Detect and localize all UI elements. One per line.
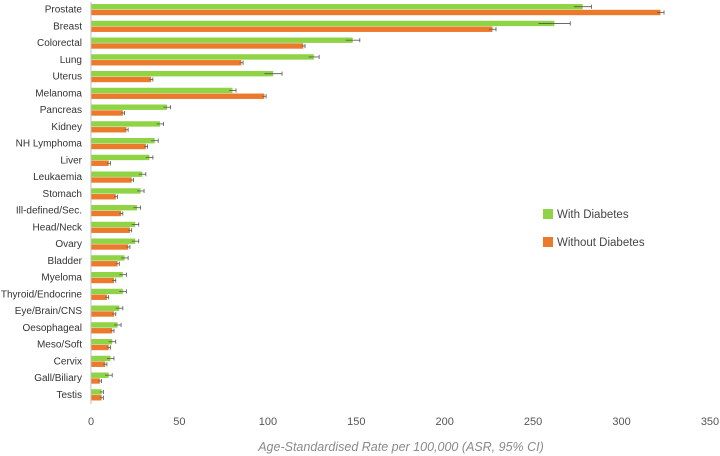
category-label-myeloma: Myeloma bbox=[41, 273, 82, 284]
x-tick-label-250: 250 bbox=[524, 416, 542, 428]
category-label-ovary: Ovary bbox=[55, 239, 82, 250]
category-label-uterus: Uterus bbox=[53, 72, 82, 83]
category-label-liver: Liver bbox=[60, 155, 82, 166]
bar-with-diabetes-head-neck bbox=[91, 221, 136, 228]
category-label-thyroid-endocrine: Thyroid/Endocrine bbox=[1, 289, 83, 300]
bar-without-diabetes-oesophageal bbox=[91, 328, 113, 334]
bar-with-diabetes-leukaemia bbox=[91, 171, 143, 177]
bar-with-diabetes-pancreas bbox=[91, 104, 168, 110]
x-tick-label-100: 100 bbox=[259, 416, 277, 428]
bar-without-diabetes-cervix bbox=[91, 361, 106, 367]
category-label-breast: Breast bbox=[53, 21, 82, 32]
bar-with-diabetes-kidney bbox=[91, 121, 160, 127]
bar-without-diabetes-pancreas bbox=[91, 110, 123, 116]
category-label-oesophageal: Oesophageal bbox=[23, 323, 83, 334]
category-label-gall-biliary: Gall/Biliary bbox=[34, 373, 82, 384]
bar-with-diabetes-thyroid-endocrine bbox=[91, 288, 123, 295]
bar-with-diabetes-ill-defined-sec bbox=[91, 205, 137, 211]
bars-group bbox=[91, 4, 665, 401]
bar-with-diabetes-melanoma bbox=[91, 87, 233, 94]
bar-with-diabetes-prostate bbox=[91, 4, 583, 10]
bar-with-diabetes-ovary bbox=[91, 238, 136, 244]
bar-without-diabetes-gall-biliary bbox=[91, 378, 100, 384]
bar-with-diabetes-lung bbox=[91, 54, 314, 60]
bar-without-diabetes-testis bbox=[91, 395, 102, 401]
bar-without-diabetes-leukaemia bbox=[91, 177, 132, 183]
bar-with-diabetes-eye-brain-cns bbox=[91, 305, 120, 311]
bar-without-diabetes-melanoma bbox=[91, 93, 265, 99]
bar-without-diabetes-bladder bbox=[91, 261, 118, 267]
bar-with-diabetes-uterus bbox=[91, 71, 274, 77]
bar-without-diabetes-liver bbox=[91, 160, 109, 166]
x-axis-label: Age-Standardised Rate per 100,000 (ASR, … bbox=[257, 440, 544, 454]
legend-label-without-diabetes: Without Diabetes bbox=[557, 237, 645, 249]
legend-swatch-without-diabetes bbox=[543, 237, 553, 247]
bar-without-diabetes-nh-lymphoma bbox=[91, 143, 146, 150]
bar-without-diabetes-colorectal bbox=[91, 43, 304, 49]
category-label-stomach: Stomach bbox=[43, 189, 82, 200]
category-label-colorectal: Colorectal bbox=[37, 38, 82, 49]
x-tick-labels: 0 50 100 150 200 250 300 350 bbox=[88, 416, 719, 428]
x-tick-label-200: 200 bbox=[436, 416, 454, 428]
category-label-lung: Lung bbox=[60, 55, 82, 66]
bar-with-diabetes-oesophageal bbox=[91, 322, 118, 328]
bar-with-diabetes-myeloma bbox=[91, 272, 123, 278]
bar-without-diabetes-thyroid-endocrine bbox=[91, 294, 107, 300]
category-label-eye-brain-cns: Eye/Brain/CNS bbox=[15, 306, 83, 317]
legend-label-with-diabetes: With Diabetes bbox=[557, 209, 629, 221]
x-tick-label-0: 0 bbox=[88, 416, 94, 428]
bar-without-diabetes-head-neck bbox=[91, 227, 130, 233]
category-label-leukaemia: Leukaemia bbox=[33, 172, 82, 183]
bar-with-diabetes-gall-biliary bbox=[91, 372, 109, 378]
bar-without-diabetes-meso-soft bbox=[91, 344, 109, 351]
category-label-nh-lymphoma: NH Lymphoma bbox=[16, 139, 83, 150]
legend: With Diabetes Without Diabetes bbox=[543, 209, 645, 249]
category-label-meso-soft: Meso/Soft bbox=[37, 340, 82, 351]
bar-with-diabetes-liver bbox=[91, 154, 150, 161]
bar-without-diabetes-kidney bbox=[91, 127, 127, 133]
category-labels: Prostate Breast Colorectal Lung Uterus Melano… bbox=[1, 5, 83, 401]
bar-with-diabetes-bladder bbox=[91, 255, 125, 261]
bar-without-diabetes-uterus bbox=[91, 76, 152, 83]
x-tick-label-300: 300 bbox=[612, 416, 630, 428]
category-label-prostate: Prostate bbox=[45, 5, 83, 16]
bar-without-diabetes-prostate bbox=[91, 9, 661, 16]
bar-without-diabetes-stomach bbox=[91, 194, 116, 200]
bar-with-diabetes-testis bbox=[91, 389, 102, 395]
bar-with-diabetes-meso-soft bbox=[91, 339, 113, 345]
bar-without-diabetes-breast bbox=[91, 26, 493, 32]
category-label-melanoma: Melanoma bbox=[35, 88, 82, 99]
bar-without-diabetes-lung bbox=[91, 60, 242, 66]
x-tick-label-50: 50 bbox=[173, 416, 185, 428]
category-label-pancreas: Pancreas bbox=[40, 105, 82, 116]
x-tick-label-150: 150 bbox=[347, 416, 365, 428]
category-label-ill-defined-sec: Ill-defined/Sec. bbox=[16, 206, 82, 217]
bar-with-diabetes-breast bbox=[91, 20, 555, 27]
x-tick-label-350: 350 bbox=[701, 416, 719, 428]
bar-with-diabetes-nh-lymphoma bbox=[91, 138, 155, 144]
category-label-bladder: Bladder bbox=[48, 256, 83, 267]
bar-with-diabetes-cervix bbox=[91, 355, 111, 362]
category-label-testis: Testis bbox=[56, 390, 82, 401]
bar-without-diabetes-eye-brain-cns bbox=[91, 311, 114, 317]
bar-without-diabetes-ovary bbox=[91, 244, 129, 250]
bar-with-diabetes-colorectal bbox=[91, 37, 353, 43]
category-label-kidney: Kidney bbox=[51, 122, 82, 133]
bar-with-diabetes-stomach bbox=[91, 188, 141, 194]
bar-without-diabetes-ill-defined-sec bbox=[91, 210, 122, 217]
category-label-head-neck: Head/Neck bbox=[33, 222, 83, 233]
bar-without-diabetes-myeloma bbox=[91, 277, 114, 284]
legend-swatch-with-diabetes bbox=[543, 209, 553, 219]
category-label-cervix: Cervix bbox=[54, 356, 82, 367]
